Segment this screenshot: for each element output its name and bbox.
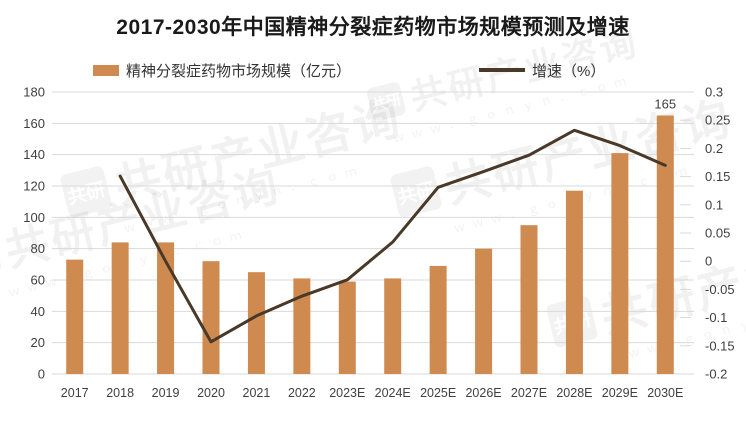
- left-axis-tick-label: 20: [31, 335, 45, 350]
- right-axis-tick-label: -0.15: [705, 338, 735, 353]
- right-axis-tick-label: -0.05: [705, 282, 735, 297]
- x-axis-label: 2024E: [375, 386, 411, 400]
- x-axis-label: 2027E: [511, 386, 547, 400]
- x-axis-label: 2026E: [465, 386, 501, 400]
- bar-2019: [157, 242, 175, 374]
- legend-bar-swatch-icon: [93, 64, 119, 76]
- right-axis-tick-label: -0.2: [705, 367, 727, 382]
- x-axis-label: 2029E: [602, 386, 638, 400]
- bar-2018: [111, 242, 129, 374]
- right-axis-tick-label: 0.2: [705, 141, 723, 156]
- left-axis-tick-label: 40: [31, 304, 45, 319]
- bar-2029E: [611, 153, 629, 374]
- bar-2028E: [565, 190, 583, 374]
- left-axis-tick-label: 80: [31, 241, 45, 256]
- legend-item-market-size: 精神分裂症药物市场规模（亿元）: [93, 59, 351, 81]
- bar-2023E: [338, 281, 356, 374]
- bar-2027E: [520, 225, 538, 374]
- right-axis-tick-label: 0.05: [705, 226, 730, 241]
- left-axis-tick-label: 60: [31, 273, 45, 288]
- right-axis-tick-label: 0.15: [705, 169, 730, 184]
- legend-market-label: 精神分裂症药物市场规模（亿元）: [126, 62, 352, 80]
- right-axis-tick-label: 0.3: [705, 85, 723, 100]
- bar-data-label: 165: [654, 97, 676, 112]
- chart-title: 2017-2030年中国精神分裂症药物市场规模预测及增速: [116, 16, 630, 39]
- x-axis-label: 2030E: [647, 386, 683, 400]
- chart-legend: 精神分裂症药物市场规模（亿元） 增速（%）: [0, 59, 746, 81]
- left-axis-tick-label: 120: [23, 179, 45, 194]
- bar-2025E: [429, 265, 447, 374]
- growth-rate-line: [118, 128, 667, 344]
- x-axis-label: 2028E: [556, 386, 592, 400]
- right-axis-tick-label: 0: [705, 254, 712, 269]
- x-axis-label: 2023E: [329, 386, 365, 400]
- left-axis-tick-label: 100: [23, 210, 45, 225]
- bar-2030E: [656, 115, 674, 374]
- right-axis-tick-label: 0.1: [705, 197, 723, 212]
- legend-line-swatch-icon: [479, 68, 525, 72]
- x-axis-label: 2017: [61, 386, 89, 400]
- x-axis-label: 2019: [152, 386, 180, 400]
- left-axis-tick-label: 180: [23, 85, 45, 100]
- bar-2017: [66, 259, 84, 374]
- bar-2021: [247, 272, 265, 374]
- bar-2022: [293, 278, 311, 374]
- left-axis-tick-label: 160: [23, 116, 45, 131]
- left-axis-tick-label: 0: [38, 367, 45, 382]
- left-axis-tick-label: 140: [23, 147, 45, 162]
- bar-2020: [202, 261, 220, 374]
- x-axis-label: 2018: [106, 386, 134, 400]
- x-axis-label: 2022: [288, 386, 316, 400]
- bar-2024E: [384, 278, 402, 374]
- x-axis-label: 2020: [197, 386, 225, 400]
- legend-growth-label: 增速（%）: [532, 62, 606, 80]
- x-axis-label: 2025E: [420, 386, 456, 400]
- right-axis-tick-label: -0.1: [705, 310, 727, 325]
- legend-item-growth-rate: 增速（%）: [479, 59, 605, 81]
- right-axis-tick-label: 0.25: [705, 113, 730, 128]
- bar-2026E: [475, 248, 493, 374]
- x-axis-label: 2021: [243, 386, 271, 400]
